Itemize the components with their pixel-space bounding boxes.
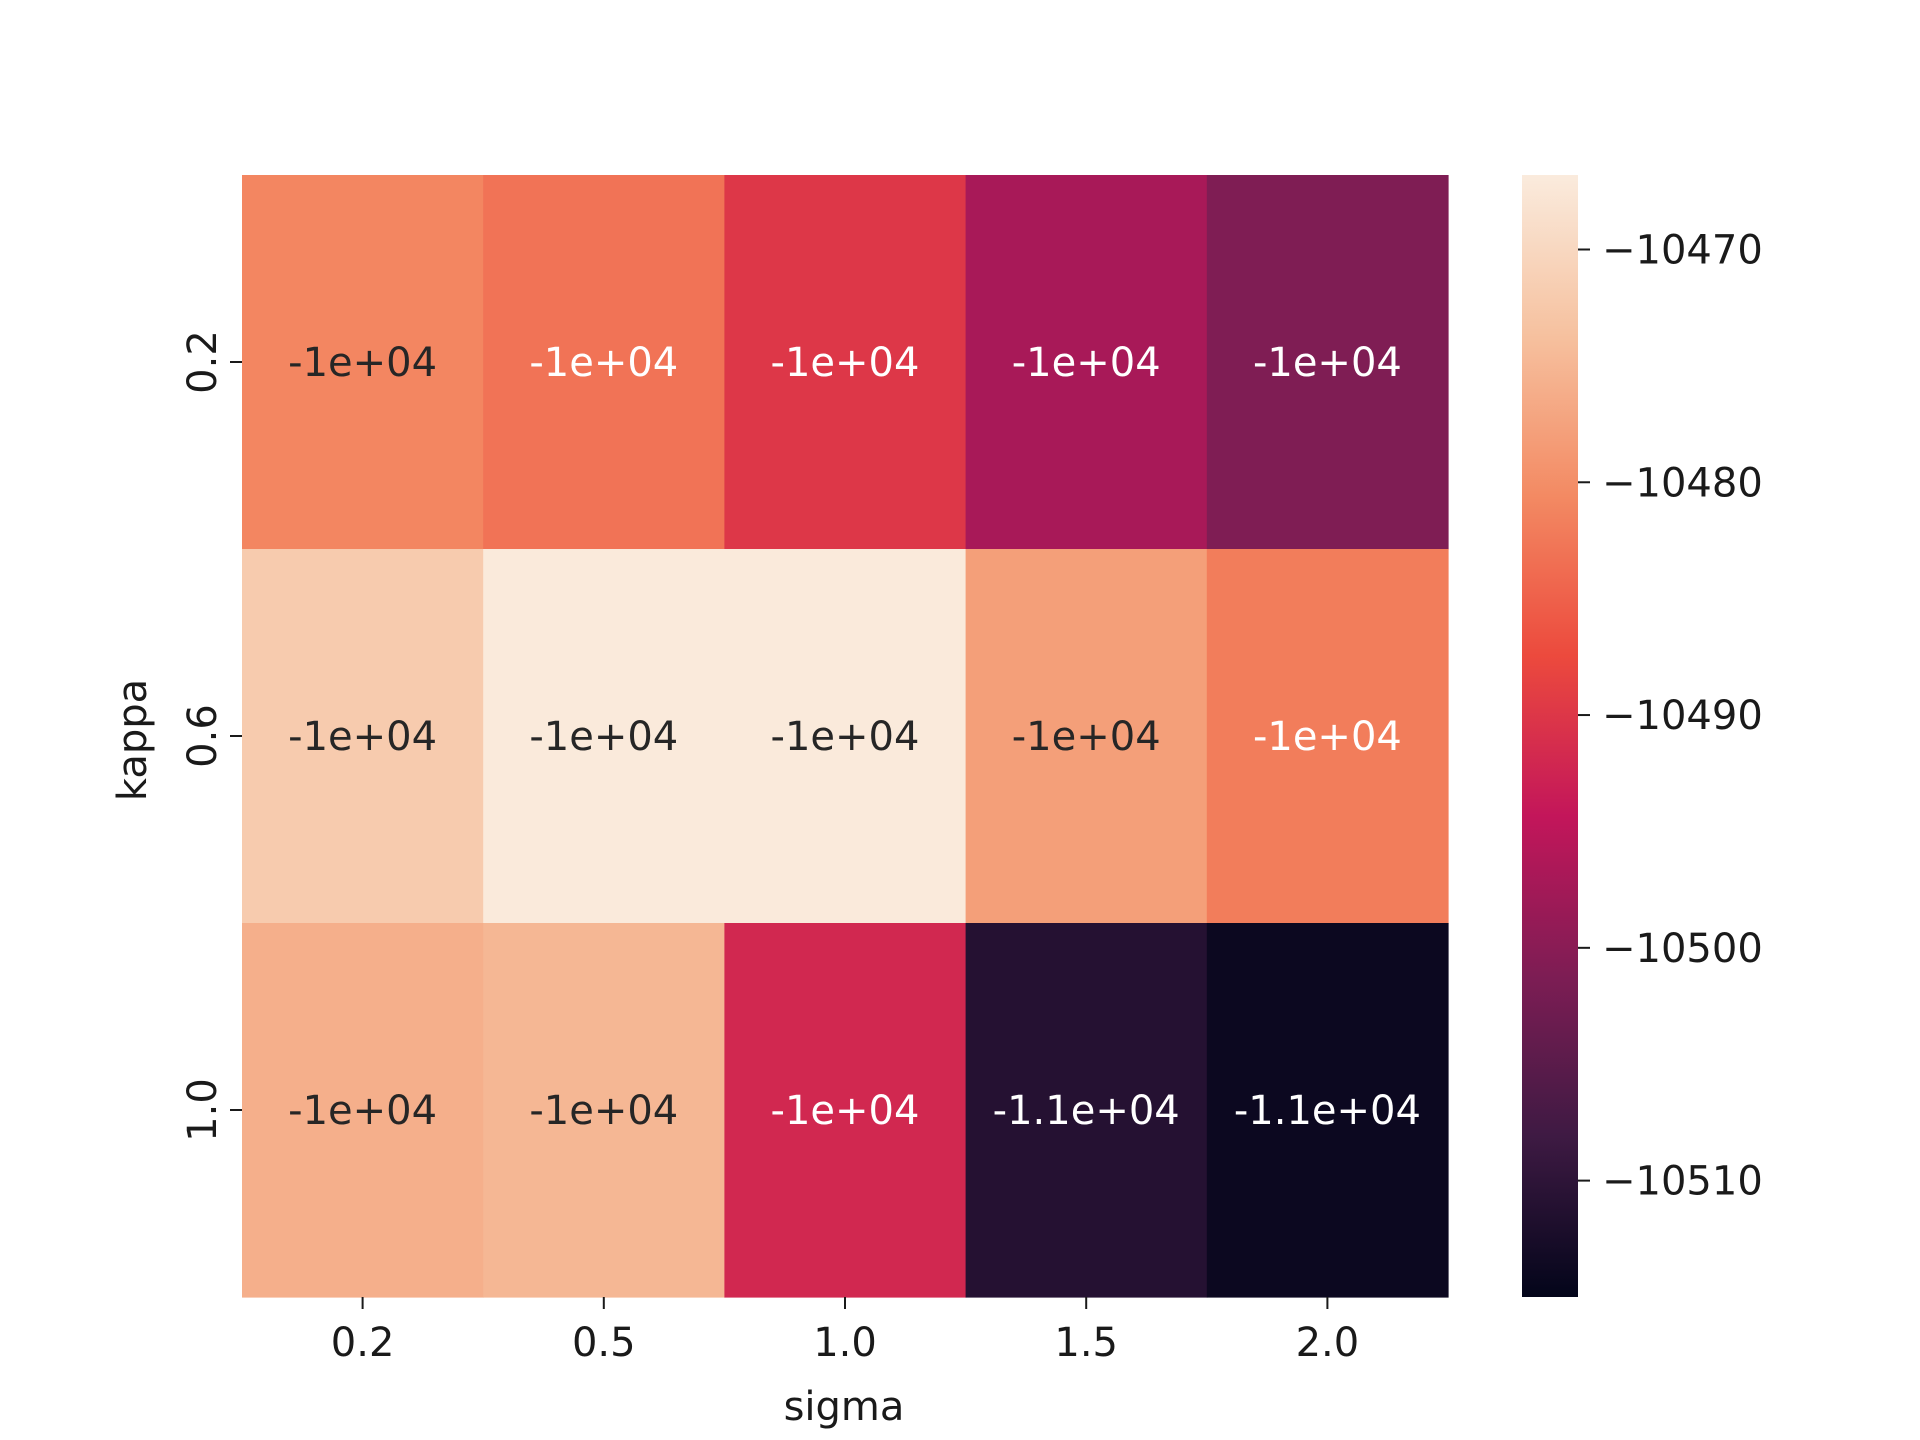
cell-annotation: -1e+04 bbox=[529, 714, 678, 760]
cell-annotation: -1e+04 bbox=[1253, 340, 1402, 386]
heatmap-cell bbox=[242, 923, 484, 1298]
cell-annotation: -1e+04 bbox=[529, 1088, 678, 1134]
cell-annotation: -1e+04 bbox=[1253, 714, 1402, 760]
cell-annotation: -1e+04 bbox=[288, 340, 437, 386]
x-axis-label: sigma bbox=[784, 1384, 905, 1430]
y-tick-label: 0.2 bbox=[180, 330, 226, 394]
cell-annotation: -1e+04 bbox=[1012, 714, 1161, 760]
cell-annotation: -1e+04 bbox=[288, 714, 437, 760]
y-axis: 0.2 0.6 1.0 bbox=[180, 330, 242, 1142]
heatmap-cell bbox=[965, 923, 1208, 1298]
cell-annotation: -1e+04 bbox=[771, 1088, 920, 1134]
cell-annotation: -1e+04 bbox=[771, 714, 920, 760]
heatmap-cell bbox=[1206, 923, 1449, 1298]
colorbar-tick-label: −10490 bbox=[1602, 693, 1763, 739]
colorbar bbox=[1522, 175, 1578, 1297]
cell-annotation: -1.1e+04 bbox=[993, 1088, 1180, 1134]
cell-annotation: -1e+04 bbox=[771, 340, 920, 386]
heatmap-cell bbox=[242, 175, 484, 550]
heatmap-cell bbox=[483, 175, 725, 550]
heatmap-cell bbox=[483, 549, 725, 924]
heatmap-cell bbox=[1206, 175, 1449, 550]
heatmap-cell bbox=[724, 175, 967, 550]
heatmap-cells: -1e+04 -1e+04 -1e+04 -1e+04 -1e+04 -1e+04 -1e+… bbox=[242, 175, 1449, 1298]
x-axis: 0.2 0.5 1.0 1.5 2.0 bbox=[331, 1297, 1359, 1366]
heatmap-cell bbox=[724, 549, 967, 924]
colorbar-ticks: −10470 −10480 −10490 −10500 −10510 bbox=[1578, 227, 1763, 1205]
colorbar-tick-label: −10480 bbox=[1602, 460, 1763, 506]
cell-annotation: -1e+04 bbox=[1012, 340, 1161, 386]
cell-annotation: -1e+04 bbox=[529, 340, 678, 386]
colorbar-tick-label: −10470 bbox=[1602, 227, 1763, 273]
x-tick-label: 2.0 bbox=[1296, 1320, 1360, 1366]
y-tick-label: 1.0 bbox=[180, 1078, 226, 1142]
cell-annotation: -1e+04 bbox=[288, 1088, 437, 1134]
heatmap-cell bbox=[724, 923, 967, 1298]
heatmap-cell bbox=[483, 923, 725, 1298]
x-tick-label: 1.0 bbox=[813, 1320, 877, 1366]
x-tick-label: 0.5 bbox=[572, 1320, 636, 1366]
colorbar-tick-label: −10500 bbox=[1602, 926, 1763, 972]
x-tick-label: 0.2 bbox=[331, 1320, 395, 1366]
x-tick-label: 1.5 bbox=[1054, 1320, 1118, 1366]
heatmap-cell bbox=[965, 175, 1208, 550]
heatmap-cell bbox=[242, 549, 484, 924]
y-axis-label: kappa bbox=[110, 679, 156, 801]
colorbar-tick-label: −10510 bbox=[1602, 1159, 1763, 1205]
cell-annotation: -1.1e+04 bbox=[1234, 1088, 1421, 1134]
heatmap-cell bbox=[1206, 549, 1449, 924]
heatmap-cell bbox=[965, 549, 1208, 924]
y-tick-label: 0.6 bbox=[180, 704, 226, 768]
